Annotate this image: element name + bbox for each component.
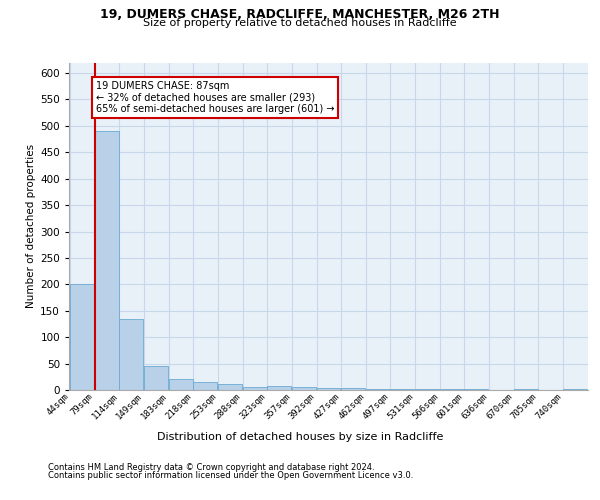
Bar [144, 366, 168, 390]
Bar [193, 382, 217, 390]
Text: 19, DUMERS CHASE, RADCLIFFE, MANCHESTER, M26 2TH: 19, DUMERS CHASE, RADCLIFFE, MANCHESTER,… [100, 8, 500, 20]
Bar [119, 318, 143, 390]
Text: Distribution of detached houses by size in Radcliffe: Distribution of detached houses by size … [157, 432, 443, 442]
Y-axis label: Number of detached properties: Number of detached properties [26, 144, 36, 308]
Bar [70, 284, 94, 390]
Text: Contains HM Land Registry data © Crown copyright and database right 2024.: Contains HM Land Registry data © Crown c… [48, 464, 374, 472]
Text: Contains public sector information licensed under the Open Government Licence v3: Contains public sector information licen… [48, 471, 413, 480]
Bar [95, 131, 119, 390]
Bar [366, 389, 390, 390]
Bar [267, 386, 291, 390]
Bar [341, 388, 365, 390]
Bar [292, 388, 316, 390]
Bar [317, 388, 340, 390]
Bar [218, 384, 242, 390]
Bar [242, 388, 266, 390]
Text: 19 DUMERS CHASE: 87sqm
← 32% of detached houses are smaller (293)
65% of semi-de: 19 DUMERS CHASE: 87sqm ← 32% of detached… [96, 81, 334, 114]
Bar [169, 380, 193, 390]
Text: Size of property relative to detached houses in Radcliffe: Size of property relative to detached ho… [143, 18, 457, 28]
